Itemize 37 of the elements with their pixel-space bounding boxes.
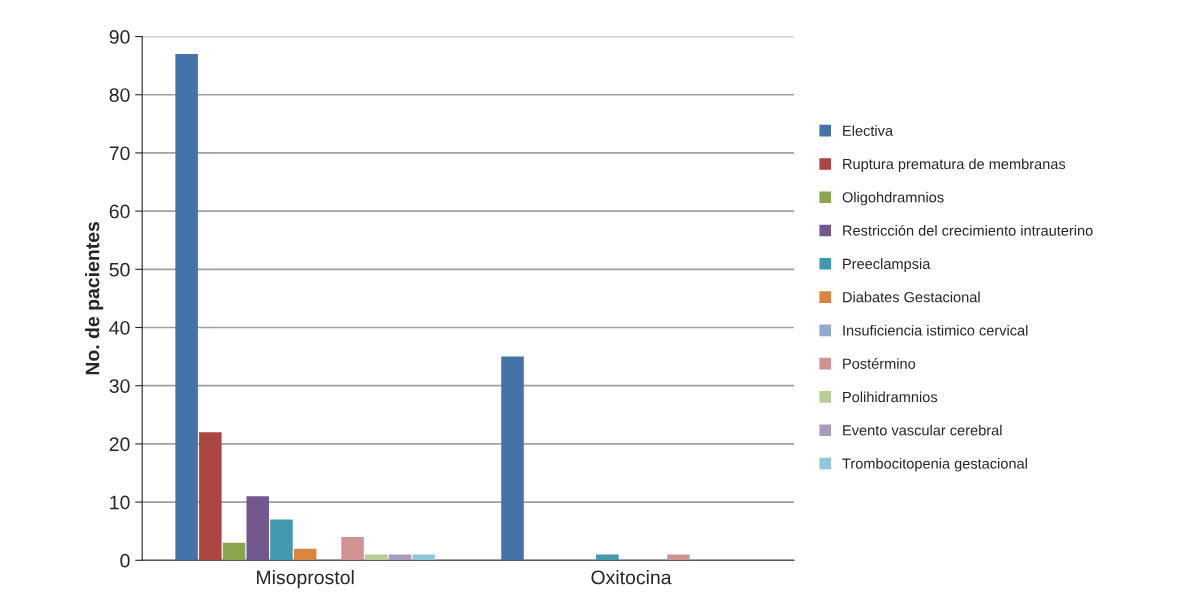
bar (364, 554, 388, 561)
legend-label: Preeclampsia (843, 258, 931, 272)
bar (270, 519, 293, 561)
bar (222, 542, 246, 561)
y-tick-label: 30 (109, 379, 130, 393)
bar (341, 537, 364, 561)
y-tick-label: 20 (109, 437, 130, 452)
legend-label: Evento vascular cerebral (843, 424, 1002, 436)
y-tick-label: 90 (109, 30, 130, 44)
legend-label: Restricción del crecimiento intrauterino (843, 224, 1093, 236)
bar (388, 554, 412, 561)
bar (412, 554, 435, 561)
legend-label: Oligohdramnios (842, 191, 944, 206)
legend-label: Trombocitopenia gestacional (842, 458, 1027, 472)
x-tick-label: Oxitocina (591, 570, 672, 585)
bar (175, 54, 198, 561)
y-tick-label: 80 (109, 88, 130, 102)
bar (501, 356, 524, 561)
y-tick-label: 0 (120, 553, 130, 568)
legend-label: Postérmino (843, 358, 916, 369)
x-tick-label: Misoprostol (257, 570, 354, 589)
y-tick-label: 40 (109, 320, 130, 335)
bar (246, 496, 269, 561)
y-tick-label: 10 (110, 495, 130, 510)
legend-label: Polihidramnios (843, 391, 938, 403)
y-tick-label: 50 (109, 262, 130, 277)
y-axis-title: No. de pacientes (85, 221, 104, 375)
y-tick-label: 70 (109, 146, 130, 161)
legend-label: Ruptura prematura de membranas (843, 158, 1066, 173)
legend-label: Insuficiencia istimico cervical (843, 324, 1028, 336)
legend-label: Electiva (843, 125, 894, 136)
legend-label: Diabates Gestacional (843, 291, 980, 303)
bar (596, 554, 619, 561)
bar (293, 548, 317, 561)
bar (667, 554, 690, 561)
y-tick-label: 60 (109, 204, 130, 219)
bar (199, 432, 222, 561)
